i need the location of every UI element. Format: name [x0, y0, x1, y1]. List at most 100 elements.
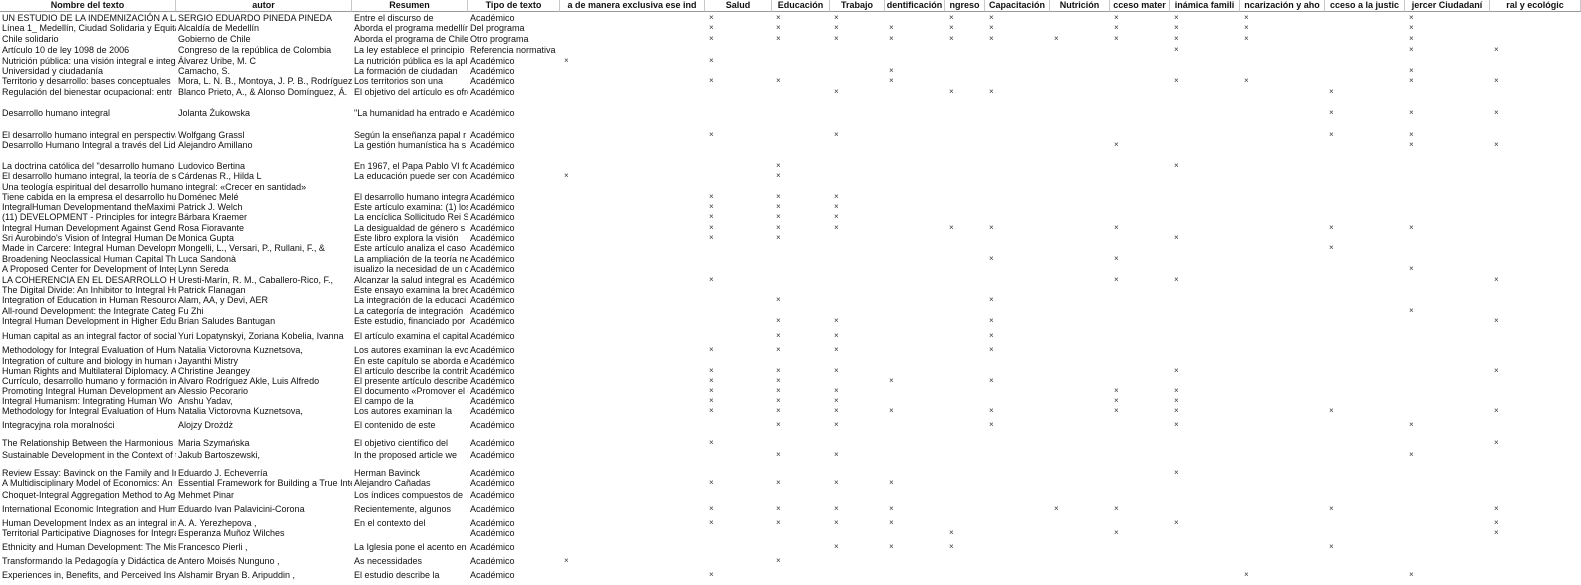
cell-mark: ×	[776, 295, 781, 304]
cell-mark: ×	[776, 13, 781, 22]
cell-text: Cárdenas R., Hilda L	[178, 171, 262, 181]
cell-text: La gestión humanística ha s	[354, 140, 467, 150]
cell-mark: ×	[1114, 406, 1119, 415]
cell-text: Académico	[470, 130, 515, 140]
column-header: cceso mater	[1110, 0, 1170, 12]
cell-mark: ×	[1409, 264, 1414, 273]
cell-text: La nutrición pública es la apl	[354, 56, 468, 66]
cell-text: El desarrollo humano integra	[354, 192, 468, 202]
cell-mark: ×	[834, 23, 839, 32]
cell-text: Alshamir Bryan B. Aripuddin ,	[178, 570, 296, 580]
cell-text: La doctrina católica del "desarrollo hum…	[2, 161, 175, 171]
column-header: jercer Ciudadaní	[1405, 0, 1490, 12]
column-header: dentificación	[885, 0, 945, 12]
cell-mark: ×	[776, 556, 781, 565]
cell-text: Académico	[470, 223, 515, 233]
cell-text: Aborda el programa medellín	[354, 23, 468, 33]
cell-mark: ×	[1409, 223, 1414, 232]
cell-text: Maria Szymańska	[178, 438, 250, 448]
cell-text: Académico	[470, 406, 515, 416]
cell-text: El desarrollo humano integral, la teoría…	[2, 171, 176, 181]
cell-text: Congreso de la república de Colombia	[178, 45, 332, 55]
cell-text: Human capital as an integral factor of s…	[2, 331, 176, 341]
cell-mark: ×	[564, 56, 569, 65]
column-header: Resumen	[352, 0, 468, 12]
cell-mark: ×	[889, 518, 894, 527]
cell-mark: ×	[709, 202, 714, 211]
cell-text: Universidad y ciudadanía	[2, 66, 104, 76]
cell-text: Experiences in, Benefits, and Perceived …	[2, 570, 176, 580]
cell-text: Artículo 10 de ley 1098 de 2006	[2, 45, 130, 55]
cell-text: "La humanidad ha entrado e	[354, 108, 468, 118]
cell-text: Promoting Integral Human Development and	[2, 386, 176, 396]
cell-mark: ×	[989, 13, 994, 22]
cell-mark: ×	[1174, 34, 1179, 43]
cell-text: Bárbara Kraemer	[178, 212, 248, 222]
cell-mark: ×	[776, 504, 781, 513]
cell-mark: ×	[1174, 161, 1179, 170]
cell-text: La educación puede ser con	[354, 171, 468, 181]
cell-mark: ×	[776, 76, 781, 85]
cell-text: Académico	[470, 13, 515, 23]
cell-text: El presente artículo describe	[354, 376, 468, 386]
cell-mark: ×	[1174, 386, 1179, 395]
cell-mark: ×	[1174, 233, 1179, 242]
cell-mark: ×	[1244, 76, 1249, 85]
cell-text: El campo de la	[354, 396, 414, 406]
cell-mark: ×	[949, 542, 954, 551]
cell-text: La ley establece el principio	[354, 45, 465, 55]
cell-mark: ×	[834, 345, 839, 354]
cell-mark: ×	[776, 478, 781, 487]
cell-mark: ×	[1409, 45, 1414, 54]
cell-text: Alejandro Amillano	[178, 140, 253, 150]
cell-mark: ×	[1244, 23, 1249, 32]
cell-text: Ethnicity and Human Development: The Mis	[2, 542, 176, 552]
cell-mark: ×	[709, 34, 714, 43]
cell-mark: ×	[1174, 396, 1179, 405]
cell-text: Académico	[470, 528, 515, 538]
column-header: ncarización y aho	[1240, 0, 1325, 12]
cell-text: A Multidisciplinary Model of Economics: …	[2, 478, 173, 488]
cell-text: A. A. Yerezhepova ,	[178, 518, 257, 528]
cell-mark: ×	[889, 478, 894, 487]
cell-mark: ×	[1244, 13, 1249, 22]
cell-text: Made in Carcere: Integral Human Developm	[2, 243, 176, 253]
cell-mark: ×	[1409, 130, 1414, 139]
cell-mark: ×	[776, 331, 781, 340]
cell-mark: ×	[1494, 76, 1499, 85]
cell-text: Mora, L. N. B., Montoya, J. P. B., Rodrí…	[178, 76, 352, 86]
cell-mark: ×	[834, 34, 839, 43]
cell-mark: ×	[834, 223, 839, 232]
cell-mark: ×	[1494, 45, 1499, 54]
cell-text: Recientemente, algunos	[354, 504, 452, 514]
cell-mark: ×	[1409, 66, 1414, 75]
cell-mark: ×	[776, 161, 781, 170]
cell-mark: ×	[1174, 23, 1179, 32]
cell-mark: ×	[1114, 13, 1119, 22]
cell-text: Entre el discurso de	[354, 13, 434, 23]
cell-text: Académico	[470, 356, 515, 366]
cell-text: El documento «Promover el d	[354, 386, 468, 396]
cell-text: Jakub Bartoszewski,	[178, 450, 261, 460]
cell-mark: ×	[1329, 243, 1334, 252]
cell-mark: ×	[1114, 275, 1119, 284]
cell-mark: ×	[949, 223, 954, 232]
cell-text: Académico	[470, 192, 515, 202]
cell-text: Académico	[470, 295, 515, 305]
cell-mark: ×	[989, 295, 994, 304]
cell-mark: ×	[989, 316, 994, 325]
cell-mark: ×	[709, 518, 714, 527]
cell-mark: ×	[834, 331, 839, 340]
column-header: cceso a la justic	[1325, 0, 1405, 12]
cell-text: Methodology for Integral Evaluation of H…	[2, 406, 176, 416]
cell-mark: ×	[776, 366, 781, 375]
column-header: autor	[176, 0, 352, 12]
cell-text: Sustainable Development in the Context o…	[2, 450, 176, 460]
cell-text: SERGIO EDUARDO PINEDA PINEDA	[178, 13, 333, 23]
cell-mark: ×	[949, 87, 954, 96]
cell-text: Jolanta Żukowska	[178, 108, 251, 118]
cell-mark: ×	[1114, 23, 1119, 32]
column-header: inámica famili	[1170, 0, 1240, 12]
cell-mark: ×	[989, 87, 994, 96]
cell-text: Jayanthi Mistry	[178, 356, 239, 366]
